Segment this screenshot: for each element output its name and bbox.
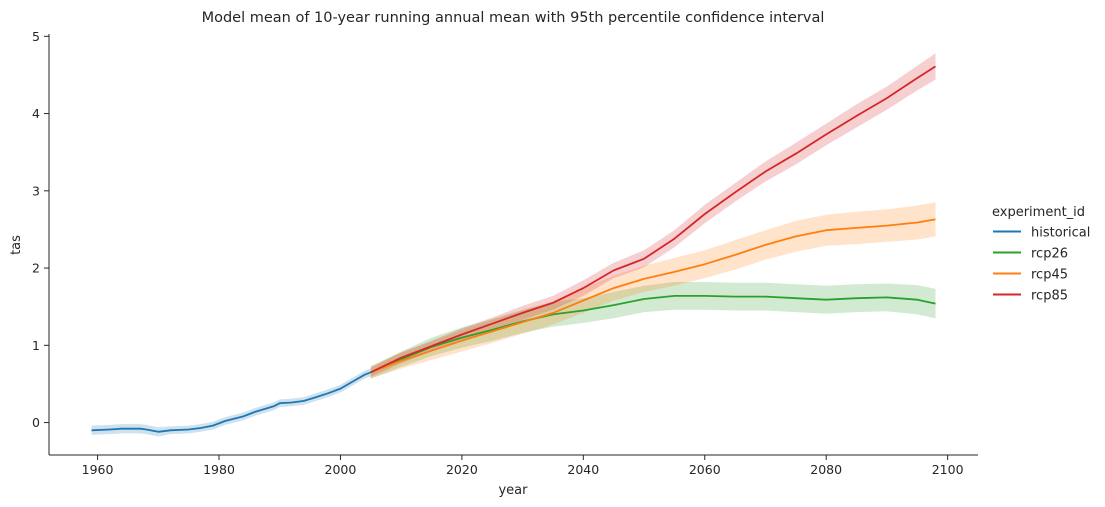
y-tick-label: 2 xyxy=(32,261,40,276)
y-tick-label: 1 xyxy=(32,338,40,353)
x-tick-label: 2040 xyxy=(567,462,599,477)
y-tick-label: 4 xyxy=(32,106,40,121)
x-axis-label: year xyxy=(498,483,528,498)
x-tick-label: 1980 xyxy=(203,462,235,477)
x-tick-label: 2060 xyxy=(689,462,721,477)
y-tick-label: 0 xyxy=(32,415,40,430)
x-tick-label: 2000 xyxy=(325,462,357,477)
series-lines xyxy=(91,65,936,433)
chart-title: Model mean of 10-year running annual mea… xyxy=(202,10,825,26)
x-tick-label: 2020 xyxy=(446,462,478,477)
y-tick-label: 5 xyxy=(32,29,40,44)
historical-confidence-band xyxy=(91,368,371,437)
rcp26-line xyxy=(370,294,936,374)
confidence-bands xyxy=(91,53,936,437)
historical-legend-label: historical xyxy=(1031,226,1090,241)
historical-line xyxy=(91,371,372,433)
rcp45-line xyxy=(370,218,936,374)
rcp85-confidence-band xyxy=(370,53,936,378)
y-tick-label: 3 xyxy=(32,183,40,198)
rcp85-line xyxy=(370,65,936,374)
y-axis-label: tas xyxy=(9,235,24,255)
x-tick-label: 1960 xyxy=(82,462,114,477)
x-axis-ticks: 1960 1980 2000 2020 2040 2060 2080 2100 xyxy=(82,455,964,477)
x-tick-label: 2100 xyxy=(932,462,964,477)
legend-title: experiment_id xyxy=(992,205,1085,220)
legend-entries: historical rcp26 rcp45 rcp85 xyxy=(993,226,1090,304)
legend: experiment_id historical rcp26 rcp45 rcp85 xyxy=(992,205,1090,304)
rcp26-legend-label: rcp26 xyxy=(1031,247,1068,262)
plot-area xyxy=(91,53,936,437)
rcp45-confidence-band xyxy=(370,202,936,379)
rcp85-legend-label: rcp85 xyxy=(1031,289,1068,304)
x-tick-label: 2080 xyxy=(810,462,842,477)
rcp26-confidence-band xyxy=(370,282,936,379)
rcp45-legend-label: rcp45 xyxy=(1031,268,1068,283)
y-axis-ticks: 0 1 2 3 4 5 xyxy=(32,29,49,430)
